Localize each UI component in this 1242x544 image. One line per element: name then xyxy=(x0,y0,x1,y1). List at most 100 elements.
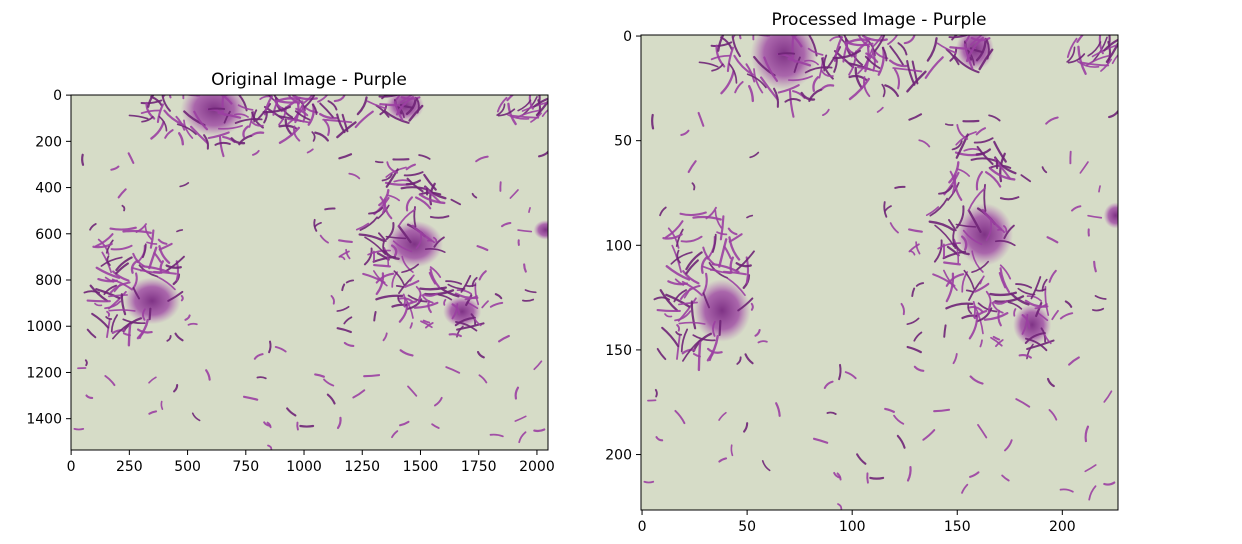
bacterium-rod xyxy=(405,96,417,116)
bacterium-rod xyxy=(460,274,472,293)
bacterium-rod xyxy=(160,400,164,410)
bacterium-rod xyxy=(141,115,154,123)
bacterium-rod xyxy=(1021,313,1029,335)
bacterium-rod xyxy=(358,233,385,243)
bacterium-rod xyxy=(674,278,685,286)
bacterium-rod xyxy=(217,124,243,130)
bacterium-rod xyxy=(948,35,970,39)
bacterium-rod xyxy=(972,300,976,319)
bacterium-rod xyxy=(820,69,834,78)
bacterium-rod xyxy=(870,49,876,72)
x-tick-label: 750 xyxy=(232,459,259,475)
bacterium-rod xyxy=(1098,185,1101,193)
bacterium-rod xyxy=(242,395,259,401)
bacterium-rod xyxy=(385,221,395,241)
bacterium-rod xyxy=(726,46,734,73)
bacterium-rod xyxy=(326,393,336,405)
bacterium-rod xyxy=(180,294,184,302)
y-tick-label: 100 xyxy=(605,238,632,254)
bacterium-rod xyxy=(268,340,272,354)
bacterium-rod xyxy=(217,111,242,119)
bacterium-rod xyxy=(676,324,681,332)
bacterium-rod xyxy=(108,294,128,298)
bacterium-rod xyxy=(1086,54,1110,66)
bacterium-rod xyxy=(918,139,931,148)
bacterium-rod xyxy=(740,16,765,18)
bacterium-rod xyxy=(1045,116,1059,125)
bacterium-rod xyxy=(883,201,888,218)
bacterium-rod xyxy=(445,280,463,285)
bacterium-rod xyxy=(166,334,172,342)
bacterium-rod xyxy=(967,304,973,315)
bacterium-rod xyxy=(1020,174,1032,183)
bacterium-rod xyxy=(784,98,801,103)
bacterium-rod xyxy=(105,239,114,254)
bacterium-rod xyxy=(496,103,506,116)
bacterium-rod xyxy=(323,378,335,387)
bacterium-rod xyxy=(311,131,316,142)
bacterium-rod xyxy=(1026,343,1034,360)
bacterium-rod xyxy=(936,42,957,54)
bacterium-rod xyxy=(399,420,410,427)
bacterium-rod xyxy=(777,52,796,55)
bacterium-rod xyxy=(475,155,489,163)
bacterium-rod xyxy=(808,88,822,102)
x-tick-label: 500 xyxy=(174,459,201,475)
bacterium-rod xyxy=(104,276,115,283)
y-tick-label: 0 xyxy=(53,88,62,104)
bacterium-rod xyxy=(955,205,965,229)
bacterium-rod xyxy=(292,95,318,101)
bacterium-rod xyxy=(893,68,900,90)
bacterium-rod xyxy=(179,182,190,188)
bacterium-rod xyxy=(139,269,150,274)
bacterium-rod xyxy=(651,113,655,130)
bacterium-rod xyxy=(89,284,109,302)
bacterium-rod xyxy=(733,54,755,76)
bacterium-rod xyxy=(385,235,407,240)
bacterium-rod xyxy=(157,276,176,291)
bacterium-rod xyxy=(908,228,923,233)
bacterium-rod xyxy=(395,285,404,288)
bacterium-rod xyxy=(750,302,754,311)
bacterium-rod xyxy=(373,263,391,268)
bacterium-rod xyxy=(889,222,899,234)
bacterium-rod xyxy=(415,231,423,250)
bacterium-rod xyxy=(787,57,812,67)
bacterium-rod xyxy=(945,48,960,66)
bacterium-rod xyxy=(91,312,110,329)
bacterium-rod xyxy=(322,118,353,124)
bacterium-rod xyxy=(777,84,800,94)
bacterium-rod xyxy=(168,95,172,99)
bacterium-rod xyxy=(450,198,462,206)
bacterium-rod xyxy=(384,250,400,260)
bacterium-rod xyxy=(989,291,1017,297)
bacterium-rod xyxy=(95,266,121,279)
bacterium-rod xyxy=(405,196,414,212)
panel-title-original: Original Image - Purple xyxy=(211,70,407,90)
bacterium-rod xyxy=(110,314,119,333)
bacterium-rod xyxy=(522,298,535,302)
bacterium-rod xyxy=(999,264,1012,280)
bacterium-rod xyxy=(399,349,414,357)
bacterium-rod xyxy=(191,412,201,422)
y-axis-original: 0 200 400 600 800 1000 1200 1400 xyxy=(26,88,71,428)
bacterium-rod xyxy=(956,168,971,177)
bacterium-rod xyxy=(746,214,754,219)
bacterium-rod xyxy=(1059,488,1074,493)
bacterium-rod xyxy=(1015,398,1031,408)
bacterium-rod xyxy=(747,85,755,103)
bacterium-rod xyxy=(516,109,540,119)
bacterium-rod xyxy=(1003,224,1015,240)
bacterium-rod xyxy=(156,103,164,124)
bacteria-cluster xyxy=(180,95,248,137)
bacterium-rod xyxy=(401,263,420,274)
bacterium-rod xyxy=(147,95,155,108)
bacterium-rod xyxy=(456,289,473,295)
bacterium-rod xyxy=(664,313,673,318)
bacterium-rod xyxy=(977,302,998,313)
bacterium-rod xyxy=(524,289,537,294)
bacterium-rod xyxy=(303,95,316,108)
bacterium-rod xyxy=(148,376,157,384)
bacterium-rod xyxy=(943,269,958,291)
bacterium-rod xyxy=(386,194,401,202)
